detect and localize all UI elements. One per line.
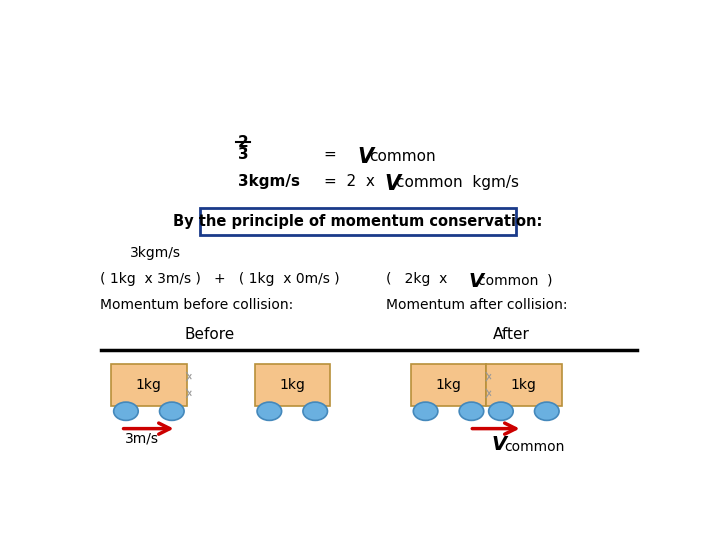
Text: 1kg: 1kg <box>136 378 162 392</box>
Text: Momentum before collision:: Momentum before collision: <box>100 298 293 312</box>
Text: 3kgm/s: 3kgm/s <box>130 246 181 260</box>
Text: 1kg: 1kg <box>279 378 305 392</box>
Text: After: After <box>493 327 530 342</box>
Text: 1kg: 1kg <box>436 378 462 392</box>
Bar <box>255 364 330 406</box>
Bar <box>486 364 562 406</box>
Text: common: common <box>369 149 436 164</box>
Text: 3m/s: 3m/s <box>125 431 158 446</box>
Text: Momentum after collision:: Momentum after collision: <box>386 298 567 312</box>
Text: Before: Before <box>185 327 235 342</box>
Circle shape <box>114 402 138 421</box>
Text: common  ): common ) <box>478 273 553 287</box>
Text: ( 1kg  x 3m/s )   +   ( 1kg  x 0m/s ): ( 1kg x 3m/s ) + ( 1kg x 0m/s ) <box>100 272 340 286</box>
Text: common: common <box>505 440 565 454</box>
Circle shape <box>257 402 282 421</box>
Circle shape <box>413 402 438 421</box>
Text: V: V <box>358 147 374 167</box>
Circle shape <box>303 402 328 421</box>
Text: By the principle of momentum conservation:: By the principle of momentum conservatio… <box>174 214 543 230</box>
Bar <box>111 364 186 406</box>
Text: 3kgm/s: 3kgm/s <box>238 174 300 189</box>
Text: =: = <box>324 147 347 162</box>
Circle shape <box>489 402 513 421</box>
Circle shape <box>160 402 184 421</box>
Text: (   2kg  x: ( 2kg x <box>386 272 456 286</box>
Text: common  kgm/s: common kgm/s <box>396 176 519 191</box>
Text: =  2  x: = 2 x <box>324 174 385 189</box>
Text: 3: 3 <box>238 147 248 162</box>
Text: 2: 2 <box>238 136 248 151</box>
Text: V: V <box>384 174 401 194</box>
Text: V: V <box>468 272 483 291</box>
Circle shape <box>534 402 559 421</box>
Bar <box>411 364 486 406</box>
Text: V: V <box>492 435 507 454</box>
Text: 1kg: 1kg <box>511 378 537 392</box>
Bar <box>200 208 516 235</box>
Circle shape <box>459 402 484 421</box>
